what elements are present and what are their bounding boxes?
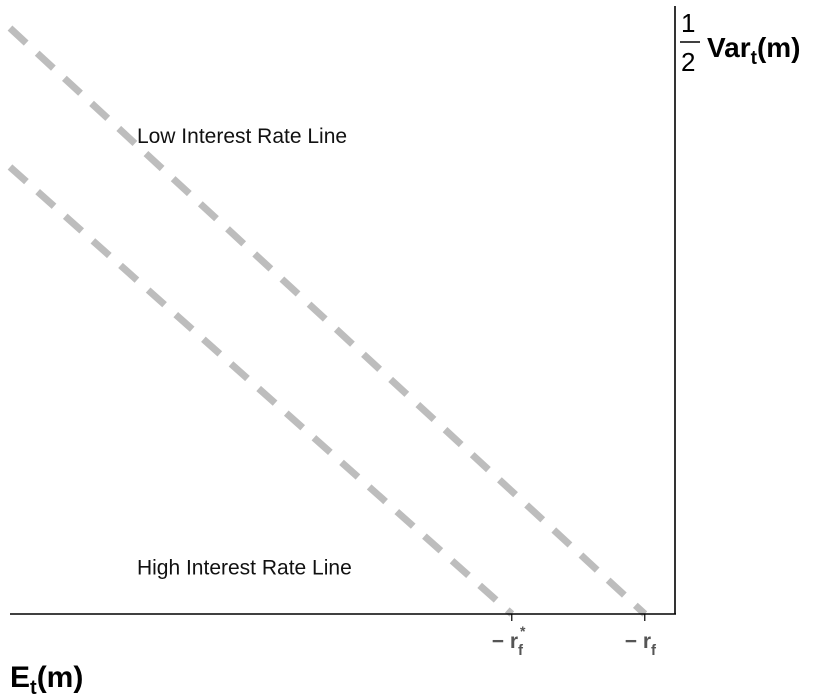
annotation-0: Low Interest Rate Line — [137, 125, 347, 148]
y-label-var: Var — [707, 32, 751, 63]
x-label-e: E — [10, 661, 30, 694]
annotation-layer: Low Interest Rate Line High Interest Rate… — [137, 125, 352, 580]
x-tick-layer: − rf* − rf — [492, 614, 657, 659]
series-line-1 — [7, 164, 515, 617]
y-label-fraction-numerator: 1 — [681, 8, 695, 38]
x-label-main: Et(m) — [10, 661, 83, 696]
y-label-main: Vart(m) — [707, 32, 800, 69]
y-label-fraction-denominator: 2 — [681, 47, 695, 77]
y-label-subscript: t — [751, 48, 758, 69]
x-label-subscript: t — [30, 677, 37, 696]
series-line-0 — [7, 25, 648, 617]
y-axis-label: 1 2 Vart(m) — [680, 8, 800, 77]
x-tick-label-0: − rf* — [492, 623, 526, 659]
x-label-tail: (m) — [37, 661, 84, 694]
series-layer — [7, 25, 648, 617]
x-axis-label: Et(m) — [10, 661, 83, 696]
annotation-1: High Interest Rate Line — [137, 557, 352, 580]
y-label-tail: (m) — [757, 32, 801, 63]
x-tick-label-1: − rf — [625, 630, 657, 659]
